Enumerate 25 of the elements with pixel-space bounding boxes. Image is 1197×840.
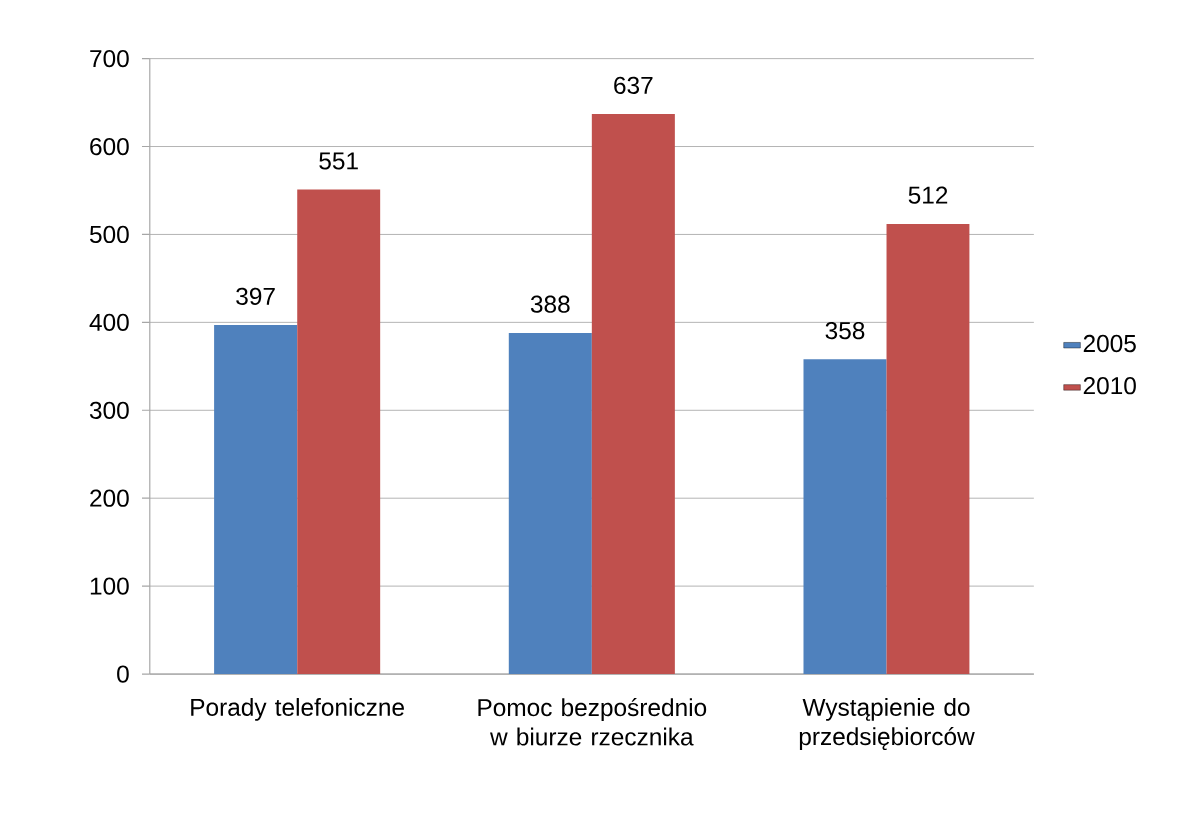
data-label: 551 bbox=[319, 152, 358, 170]
y-tick-label: 100 bbox=[90, 577, 129, 595]
y-tick-label: 600 bbox=[90, 137, 129, 156]
data-label: 512 bbox=[908, 186, 948, 204]
y-tick-label: 200 bbox=[90, 489, 129, 507]
data-label: 358 bbox=[825, 321, 865, 340]
legend-label: 2010 bbox=[1083, 377, 1136, 395]
data-label: 397 bbox=[236, 287, 275, 305]
y-tick-label: 400 bbox=[89, 313, 129, 331]
bar bbox=[886, 223, 970, 674]
bar bbox=[214, 324, 298, 674]
y-tick-label: 500 bbox=[89, 225, 129, 244]
bar bbox=[297, 189, 381, 674]
legend-label: 2005 bbox=[1083, 334, 1136, 353]
data-label: 637 bbox=[614, 76, 653, 94]
data-label: 388 bbox=[530, 295, 570, 313]
bar bbox=[591, 113, 675, 674]
bar bbox=[508, 332, 592, 674]
x-tick-label: Pomoc bezpośrednio w biurze rzecznika bbox=[478, 697, 707, 746]
bar bbox=[803, 359, 887, 674]
y-tick-label: 0 bbox=[117, 665, 129, 683]
x-tick-label: Porady telefoniczne bbox=[191, 697, 404, 721]
y-tick-label: 700 bbox=[90, 49, 129, 68]
y-tick-label: 300 bbox=[89, 401, 129, 419]
x-tick-label: Wystąpienie do przedsiębiorców bbox=[799, 697, 975, 751]
